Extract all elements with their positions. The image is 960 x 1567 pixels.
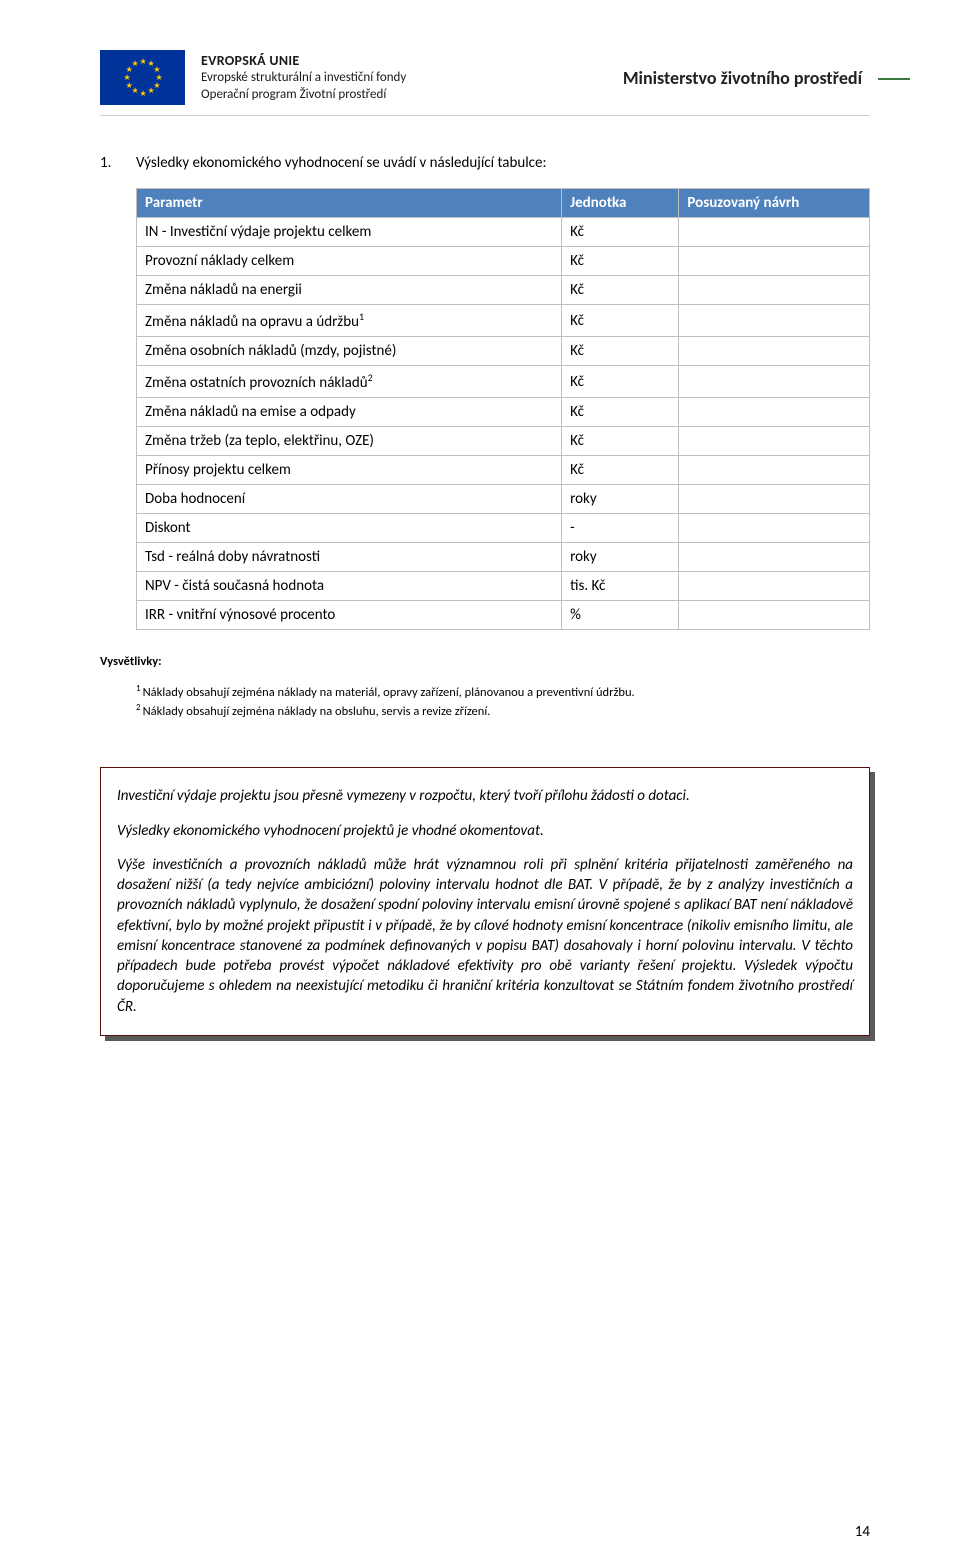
- cell-hodnota: [679, 276, 870, 305]
- cell-jednotka: Kč: [562, 276, 679, 305]
- section-intro: 1. Výsledky ekonomického vyhodnocení se …: [100, 154, 870, 172]
- table-row: Změna nákladů na energiiKč: [137, 276, 870, 305]
- cell-hodnota: [679, 337, 870, 366]
- table-row: NPV - čistá současná hodnotatis. Kč: [137, 572, 870, 601]
- commentary-paragraph: Výše investičních a provozních nákladů m…: [117, 855, 853, 1017]
- eu-text-block: EVROPSKÁ UNIE Evropské strukturální a in…: [201, 52, 406, 104]
- table-row: Tsd - reálná doby návratnostiroky: [137, 543, 870, 572]
- cell-hodnota: [679, 572, 870, 601]
- commentary-box: Investiční výdaje projektu jsou přesně v…: [100, 767, 870, 1036]
- cell-jednotka: %: [562, 601, 679, 630]
- table-row: Změna tržeb (za teplo, elektřinu, OZE)Kč: [137, 427, 870, 456]
- table-header-row: Parametr Jednotka Posuzovaný návrh: [137, 189, 870, 218]
- cell-parametr: Doba hodnocení: [137, 485, 562, 514]
- cell-jednotka: Kč: [562, 427, 679, 456]
- cell-parametr: Přínosy projektu celkem: [137, 456, 562, 485]
- eu-line-2: Operační program Životní prostředí: [201, 87, 406, 104]
- cell-hodnota: [679, 456, 870, 485]
- footnote: 2 Náklady obsahují zejména náklady na ob…: [136, 702, 870, 719]
- cell-hodnota: [679, 427, 870, 456]
- cell-jednotka: tis. Kč: [562, 572, 679, 601]
- cell-hodnota: [679, 305, 870, 337]
- economic-evaluation-table: Parametr Jednotka Posuzovaný návrh IN - …: [136, 188, 870, 630]
- eu-title: EVROPSKÁ UNIE: [201, 52, 406, 70]
- cell-parametr: Změna nákladů na emise a odpady: [137, 398, 562, 427]
- table-row: Změna ostatních provozních nákladů2Kč: [137, 366, 870, 398]
- eu-line-1: Evropské strukturální a investiční fondy: [201, 70, 406, 87]
- cell-jednotka: Kč: [562, 456, 679, 485]
- table-row: Změna osobních nákladů (mzdy, pojistné)K…: [137, 337, 870, 366]
- cell-hodnota: [679, 218, 870, 247]
- section-number: 1.: [100, 154, 136, 172]
- cell-jednotka: Kč: [562, 337, 679, 366]
- col-jednotka: Jednotka: [562, 189, 679, 218]
- table-row: Doba hodnoceníroky: [137, 485, 870, 514]
- commentary-paragraph: Výsledky ekonomického vyhodnocení projek…: [117, 821, 853, 841]
- cell-hodnota: [679, 543, 870, 572]
- cell-hodnota: [679, 514, 870, 543]
- cell-jednotka: Kč: [562, 305, 679, 337]
- eu-flag-icon: ★★★★★★★★★★★★: [100, 50, 185, 105]
- page-number: 14: [855, 1523, 870, 1541]
- cell-jednotka: roky: [562, 543, 679, 572]
- col-parametr: Parametr: [137, 189, 562, 218]
- cell-parametr: Diskont: [137, 514, 562, 543]
- cell-hodnota: [679, 366, 870, 398]
- cell-parametr: IN - Investiční výdaje projektu celkem: [137, 218, 562, 247]
- table-row: IRR - vnitřní výnosové procento%: [137, 601, 870, 630]
- cell-parametr: Provozní náklady celkem: [137, 247, 562, 276]
- footnotes-label: Vysvětlivky:: [100, 654, 870, 669]
- cell-jednotka: Kč: [562, 247, 679, 276]
- cell-parametr: Tsd - reálná doby návratnosti: [137, 543, 562, 572]
- cell-jednotka: -: [562, 514, 679, 543]
- page-header: ★★★★★★★★★★★★ EVROPSKÁ UNIE Evropské stru…: [100, 50, 870, 105]
- cell-hodnota: [679, 485, 870, 514]
- table-row: Provozní náklady celkemKč: [137, 247, 870, 276]
- cell-parametr: Změna osobních nákladů (mzdy, pojistné): [137, 337, 562, 366]
- cell-parametr: Změna nákladů na energii: [137, 276, 562, 305]
- table-row: Diskont-: [137, 514, 870, 543]
- col-posuzovany-navrh: Posuzovaný návrh: [679, 189, 870, 218]
- cell-jednotka: roky: [562, 485, 679, 514]
- cell-parametr: Změna nákladů na opravu a údržbu1: [137, 305, 562, 337]
- cell-parametr: Změna ostatních provozních nákladů2: [137, 366, 562, 398]
- table-row: Přínosy projektu celkemKč: [137, 456, 870, 485]
- ministry-label: Ministerstvo životního prostředí: [623, 67, 870, 89]
- table-row: Změna nákladů na emise a odpadyKč: [137, 398, 870, 427]
- cell-hodnota: [679, 398, 870, 427]
- commentary-paragraph: Investiční výdaje projektu jsou přesně v…: [117, 786, 853, 806]
- cell-jednotka: Kč: [562, 366, 679, 398]
- cell-hodnota: [679, 601, 870, 630]
- table-row: IN - Investiční výdaje projektu celkemKč: [137, 218, 870, 247]
- cell-jednotka: Kč: [562, 398, 679, 427]
- cell-parametr: NPV - čistá současná hodnota: [137, 572, 562, 601]
- cell-hodnota: [679, 247, 870, 276]
- cell-parametr: IRR - vnitřní výnosové procento: [137, 601, 562, 630]
- cell-parametr: Změna tržeb (za teplo, elektřinu, OZE): [137, 427, 562, 456]
- footnote: 1 Náklady obsahují zejména náklady na ma…: [136, 683, 870, 700]
- section-text: Výsledky ekonomického vyhodnocení se uvá…: [136, 154, 547, 172]
- cell-jednotka: Kč: [562, 218, 679, 247]
- header-left: ★★★★★★★★★★★★ EVROPSKÁ UNIE Evropské stru…: [100, 50, 406, 105]
- table-row: Změna nákladů na opravu a údržbu1Kč: [137, 305, 870, 337]
- header-divider: [100, 115, 870, 116]
